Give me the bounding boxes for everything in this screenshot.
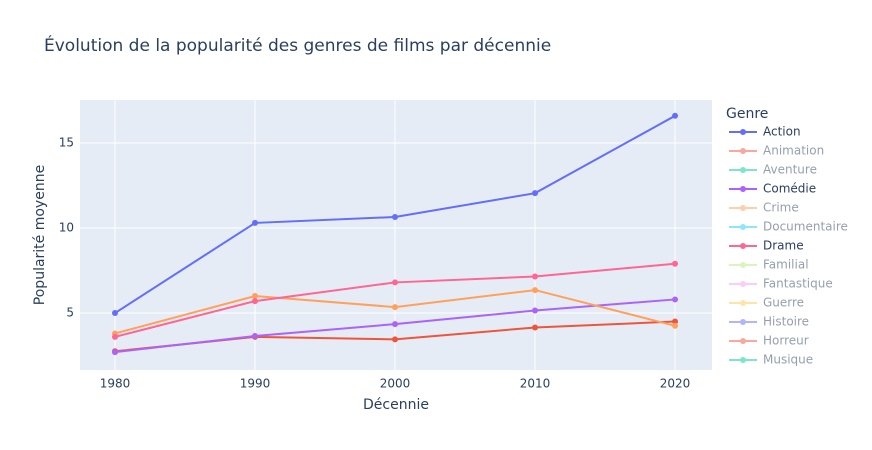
legend-label: Familial (763, 258, 809, 272)
data-point (112, 310, 119, 317)
legend-item: Histoire (729, 315, 809, 329)
legend-marker (740, 338, 746, 344)
legend-marker (740, 243, 746, 249)
data-point (392, 213, 399, 220)
legend-item: Guerre (729, 296, 804, 310)
data-point (672, 322, 679, 329)
data-point (252, 332, 259, 339)
legend-marker (740, 205, 746, 211)
legend-label: Histoire (763, 315, 809, 329)
chart-title: Évolution de la popularité des genres de… (44, 34, 551, 56)
x-tick-label: 2010 (520, 377, 551, 391)
legend-title: Genre (726, 106, 768, 122)
y-tick-label: 5 (66, 306, 74, 320)
data-point (532, 190, 539, 197)
data-point (112, 349, 119, 356)
legend-item: Crime (729, 201, 799, 215)
data-point (532, 307, 539, 314)
legend-item: Comédie (729, 182, 816, 196)
legend-label: Crime (763, 201, 799, 215)
legend-label: Drame (763, 239, 804, 253)
legend-marker (740, 319, 746, 325)
data-point (532, 287, 539, 294)
legend-label: Fantastique (763, 277, 833, 291)
data-point (392, 321, 399, 328)
legend-marker (740, 167, 746, 173)
y-tick-label: 15 (59, 136, 74, 150)
x-axis-title: Décennie (363, 397, 429, 413)
data-point (532, 273, 539, 280)
legend-label: Comédie (763, 182, 816, 196)
data-point (672, 296, 679, 303)
x-tick-label: 1980 (100, 377, 131, 391)
legend-label: Animation (763, 144, 824, 158)
legend-label: Musique (763, 353, 813, 367)
legend-item: Action (729, 125, 801, 139)
data-point (392, 336, 399, 343)
legend-marker (740, 148, 746, 154)
legend-item: Familial (729, 258, 809, 272)
data-point (672, 112, 679, 119)
legend-marker (740, 224, 746, 230)
legend-marker (740, 357, 746, 363)
legend-marker (740, 262, 746, 268)
data-point (252, 298, 259, 305)
legend-item: Animation (729, 144, 824, 158)
plot-area (80, 100, 712, 370)
data-point (252, 293, 259, 300)
legend-item: Drame (729, 239, 804, 253)
legend-marker (740, 300, 746, 306)
legend-label: Horreur (763, 334, 809, 348)
legend-item: Musique (729, 353, 813, 367)
data-point (112, 333, 119, 340)
y-axis-title: Popularité moyenne (32, 165, 48, 305)
legend-label: Action (763, 125, 801, 139)
legend-item: Aventure (729, 163, 817, 177)
data-point (252, 219, 259, 226)
legend-label: Documentaire (763, 220, 848, 234)
legend-marker (740, 281, 746, 287)
data-point (532, 324, 539, 331)
y-tick-label: 10 (59, 221, 74, 235)
legend-marker (740, 186, 746, 192)
legend-label: Guerre (763, 296, 804, 310)
data-point (392, 304, 399, 311)
legend-item: Documentaire (729, 220, 848, 234)
data-point (672, 260, 679, 267)
legend-item: Horreur (729, 334, 809, 348)
legend-marker (740, 129, 746, 135)
legend-item: Fantastique (729, 277, 833, 291)
data-point (672, 318, 679, 325)
legend-label: Aventure (763, 163, 817, 177)
x-tick-label: 2000 (380, 377, 411, 391)
x-tick-label: 2020 (660, 377, 691, 391)
data-point (392, 279, 399, 286)
x-tick-label: 1990 (240, 377, 271, 391)
